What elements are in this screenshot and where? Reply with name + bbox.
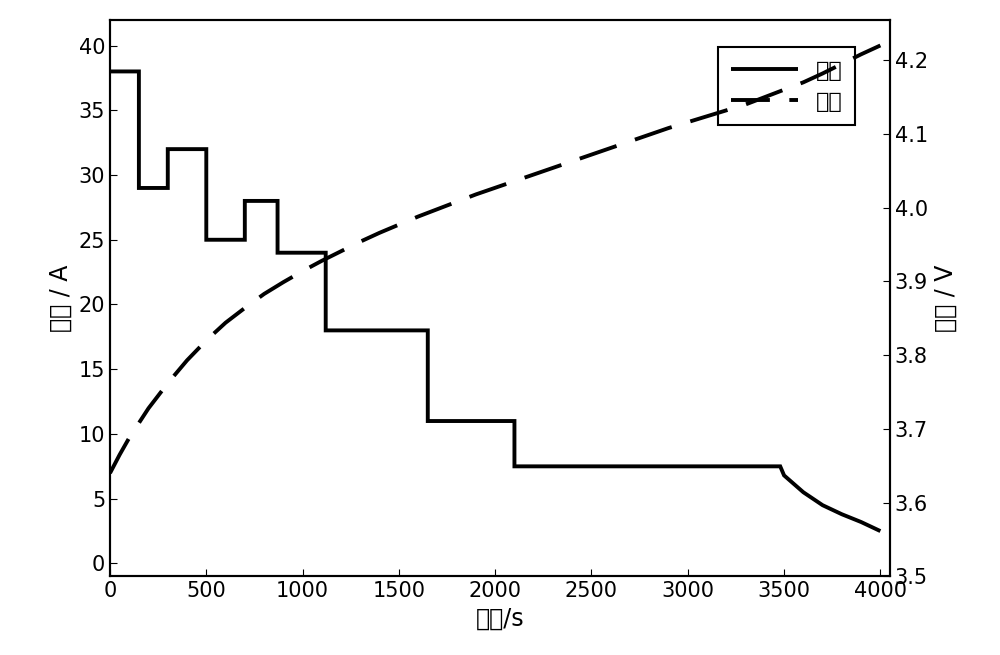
电流 <box>797 489 809 496</box>
电流 <box>104 67 116 75</box>
电流 <box>855 518 867 526</box>
Line: 电流: 电流 <box>110 71 880 531</box>
电压 <box>624 138 636 145</box>
电压 <box>797 79 809 86</box>
电流 <box>272 197 284 205</box>
电压 <box>701 112 713 120</box>
电流 <box>239 236 251 244</box>
电流 <box>774 462 786 470</box>
电流 <box>239 197 251 205</box>
电压 <box>663 124 675 132</box>
电压 <box>778 86 790 94</box>
电流 <box>368 326 380 334</box>
电压 <box>374 229 386 236</box>
电流 <box>162 184 174 192</box>
电流 <box>422 326 434 334</box>
电流 <box>320 326 332 334</box>
电压 <box>489 184 501 192</box>
电压 <box>431 205 443 213</box>
电压 <box>836 60 848 68</box>
电流 <box>200 145 212 153</box>
电流 <box>368 326 380 334</box>
X-axis label: 时间/s: 时间/s <box>476 607 524 631</box>
电压 <box>393 221 405 229</box>
Y-axis label: 电流 / A: 电流 / A <box>49 265 73 331</box>
电压 <box>354 238 366 246</box>
电流 <box>836 510 848 518</box>
电压 <box>759 93 771 101</box>
电流 <box>133 184 145 192</box>
电流 <box>657 462 669 470</box>
电压 <box>508 178 520 185</box>
电压 <box>720 106 732 114</box>
电压 <box>855 50 867 58</box>
电压 <box>412 213 424 221</box>
电压 <box>643 131 655 139</box>
电压 <box>451 198 463 206</box>
电流 <box>874 527 886 535</box>
电压 <box>181 356 193 364</box>
电压 <box>528 170 540 178</box>
电流 <box>320 249 332 257</box>
电压 <box>162 379 174 387</box>
电压 <box>585 151 597 159</box>
电流 <box>200 236 212 244</box>
电压 <box>123 434 135 441</box>
Legend: 电流, 电压: 电流, 电压 <box>718 47 855 125</box>
电流 <box>778 472 790 479</box>
电压 <box>547 164 559 172</box>
电压 <box>239 304 251 312</box>
电压 <box>277 278 289 286</box>
电流 <box>272 249 284 257</box>
电压 <box>104 469 116 477</box>
电压 <box>682 118 694 126</box>
电压 <box>817 69 829 77</box>
电流 <box>817 501 829 509</box>
电流 <box>133 67 145 75</box>
电压 <box>220 319 232 327</box>
Line: 电压: 电压 <box>110 45 880 473</box>
电压 <box>316 257 328 265</box>
电压 <box>200 337 212 345</box>
电流 <box>162 145 174 153</box>
电流 <box>657 462 669 470</box>
电流 <box>508 462 520 470</box>
电压 <box>335 248 347 255</box>
电压 <box>258 290 270 298</box>
电压 <box>470 191 482 198</box>
电压 <box>874 41 886 49</box>
电压 <box>133 419 145 427</box>
电压 <box>143 404 155 412</box>
电压 <box>114 451 126 458</box>
电流 <box>508 417 520 425</box>
电压 <box>605 144 617 152</box>
电压 <box>297 267 309 275</box>
Y-axis label: 电压 / V: 电压 / V <box>934 265 958 331</box>
电压 <box>566 157 578 165</box>
电流 <box>422 417 434 425</box>
电压 <box>740 100 752 108</box>
